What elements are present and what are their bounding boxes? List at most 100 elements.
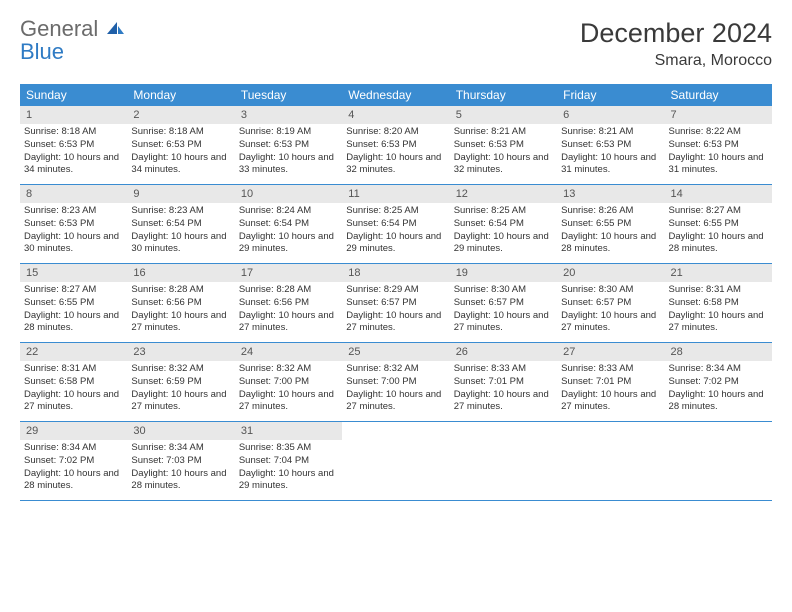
day-cell: 30Sunrise: 8:34 AMSunset: 7:03 PMDayligh… [127, 422, 234, 500]
day-cell: 17Sunrise: 8:28 AMSunset: 6:56 PMDayligh… [235, 264, 342, 342]
weekday-header-cell: Wednesday [342, 84, 449, 106]
day-cell [665, 422, 772, 500]
day-cell: 9Sunrise: 8:23 AMSunset: 6:54 PMDaylight… [127, 185, 234, 263]
day-details: Sunrise: 8:35 AMSunset: 7:04 PMDaylight:… [235, 440, 342, 497]
calendar-grid: SundayMondayTuesdayWednesdayThursdayFrid… [20, 84, 772, 501]
day-details: Sunrise: 8:28 AMSunset: 6:56 PMDaylight:… [127, 282, 234, 339]
day-cell: 31Sunrise: 8:35 AMSunset: 7:04 PMDayligh… [235, 422, 342, 500]
day-number: 8 [20, 185, 127, 203]
day-number: 12 [450, 185, 557, 203]
day-number: 26 [450, 343, 557, 361]
day-cell: 6Sunrise: 8:21 AMSunset: 6:53 PMDaylight… [557, 106, 664, 184]
weekday-header-row: SundayMondayTuesdayWednesdayThursdayFrid… [20, 84, 772, 106]
day-details: Sunrise: 8:33 AMSunset: 7:01 PMDaylight:… [450, 361, 557, 418]
weekday-header-cell: Tuesday [235, 84, 342, 106]
day-cell: 25Sunrise: 8:32 AMSunset: 7:00 PMDayligh… [342, 343, 449, 421]
day-number: 7 [665, 106, 772, 124]
day-details: Sunrise: 8:32 AMSunset: 7:00 PMDaylight:… [235, 361, 342, 418]
day-number: 25 [342, 343, 449, 361]
day-details: Sunrise: 8:34 AMSunset: 7:03 PMDaylight:… [127, 440, 234, 497]
day-details: Sunrise: 8:21 AMSunset: 6:53 PMDaylight:… [557, 124, 664, 181]
day-cell: 20Sunrise: 8:30 AMSunset: 6:57 PMDayligh… [557, 264, 664, 342]
day-number: 13 [557, 185, 664, 203]
day-cell: 21Sunrise: 8:31 AMSunset: 6:58 PMDayligh… [665, 264, 772, 342]
day-number: 16 [127, 264, 234, 282]
weekday-header-cell: Monday [127, 84, 234, 106]
calendar-page: General Blue December 2024 Smara, Morocc… [0, 0, 792, 501]
day-details: Sunrise: 8:33 AMSunset: 7:01 PMDaylight:… [557, 361, 664, 418]
day-cell: 28Sunrise: 8:34 AMSunset: 7:02 PMDayligh… [665, 343, 772, 421]
day-details: Sunrise: 8:27 AMSunset: 6:55 PMDaylight:… [20, 282, 127, 339]
brand-word-1: General [20, 16, 98, 41]
day-number: 5 [450, 106, 557, 124]
day-details: Sunrise: 8:32 AMSunset: 6:59 PMDaylight:… [127, 361, 234, 418]
day-number: 14 [665, 185, 772, 203]
title-block: December 2024 Smara, Morocco [580, 18, 772, 70]
day-cell: 24Sunrise: 8:32 AMSunset: 7:00 PMDayligh… [235, 343, 342, 421]
day-cell: 29Sunrise: 8:34 AMSunset: 7:02 PMDayligh… [20, 422, 127, 500]
day-cell: 15Sunrise: 8:27 AMSunset: 6:55 PMDayligh… [20, 264, 127, 342]
day-details: Sunrise: 8:23 AMSunset: 6:54 PMDaylight:… [127, 203, 234, 260]
day-cell: 11Sunrise: 8:25 AMSunset: 6:54 PMDayligh… [342, 185, 449, 263]
day-number: 22 [20, 343, 127, 361]
day-number: 15 [20, 264, 127, 282]
month-title: December 2024 [580, 18, 772, 49]
day-details: Sunrise: 8:26 AMSunset: 6:55 PMDaylight:… [557, 203, 664, 260]
day-cell [342, 422, 449, 500]
day-number: 20 [557, 264, 664, 282]
day-cell: 8Sunrise: 8:23 AMSunset: 6:53 PMDaylight… [20, 185, 127, 263]
day-details: Sunrise: 8:25 AMSunset: 6:54 PMDaylight:… [342, 203, 449, 260]
day-number: 17 [235, 264, 342, 282]
day-details: Sunrise: 8:30 AMSunset: 6:57 PMDaylight:… [557, 282, 664, 339]
day-number: 24 [235, 343, 342, 361]
weekday-header-cell: Saturday [665, 84, 772, 106]
day-cell: 16Sunrise: 8:28 AMSunset: 6:56 PMDayligh… [127, 264, 234, 342]
day-number: 11 [342, 185, 449, 203]
day-details: Sunrise: 8:32 AMSunset: 7:00 PMDaylight:… [342, 361, 449, 418]
day-details: Sunrise: 8:25 AMSunset: 6:54 PMDaylight:… [450, 203, 557, 260]
day-details: Sunrise: 8:23 AMSunset: 6:53 PMDaylight:… [20, 203, 127, 260]
day-details: Sunrise: 8:34 AMSunset: 7:02 PMDaylight:… [20, 440, 127, 497]
day-number: 1 [20, 106, 127, 124]
weekday-header-cell: Sunday [20, 84, 127, 106]
day-cell: 2Sunrise: 8:18 AMSunset: 6:53 PMDaylight… [127, 106, 234, 184]
day-number: 3 [235, 106, 342, 124]
day-details: Sunrise: 8:18 AMSunset: 6:53 PMDaylight:… [127, 124, 234, 181]
day-cell: 12Sunrise: 8:25 AMSunset: 6:54 PMDayligh… [450, 185, 557, 263]
day-number: 28 [665, 343, 772, 361]
day-cell: 26Sunrise: 8:33 AMSunset: 7:01 PMDayligh… [450, 343, 557, 421]
day-cell: 18Sunrise: 8:29 AMSunset: 6:57 PMDayligh… [342, 264, 449, 342]
day-number: 29 [20, 422, 127, 440]
day-details: Sunrise: 8:18 AMSunset: 6:53 PMDaylight:… [20, 124, 127, 181]
day-details: Sunrise: 8:29 AMSunset: 6:57 PMDaylight:… [342, 282, 449, 339]
day-cell: 1Sunrise: 8:18 AMSunset: 6:53 PMDaylight… [20, 106, 127, 184]
sail-icon [105, 20, 125, 41]
week-row: 1Sunrise: 8:18 AMSunset: 6:53 PMDaylight… [20, 106, 772, 185]
day-cell: 3Sunrise: 8:19 AMSunset: 6:53 PMDaylight… [235, 106, 342, 184]
day-number: 2 [127, 106, 234, 124]
day-details: Sunrise: 8:31 AMSunset: 6:58 PMDaylight:… [665, 282, 772, 339]
day-number: 30 [127, 422, 234, 440]
day-cell: 13Sunrise: 8:26 AMSunset: 6:55 PMDayligh… [557, 185, 664, 263]
day-cell: 19Sunrise: 8:30 AMSunset: 6:57 PMDayligh… [450, 264, 557, 342]
brand-word-2: Blue [20, 39, 64, 64]
weekday-header-cell: Friday [557, 84, 664, 106]
day-number: 23 [127, 343, 234, 361]
day-number: 27 [557, 343, 664, 361]
day-details: Sunrise: 8:27 AMSunset: 6:55 PMDaylight:… [665, 203, 772, 260]
day-details: Sunrise: 8:20 AMSunset: 6:53 PMDaylight:… [342, 124, 449, 181]
location: Smara, Morocco [580, 52, 772, 70]
day-cell: 14Sunrise: 8:27 AMSunset: 6:55 PMDayligh… [665, 185, 772, 263]
day-cell: 7Sunrise: 8:22 AMSunset: 6:53 PMDaylight… [665, 106, 772, 184]
header: General Blue December 2024 Smara, Morocc… [20, 18, 772, 70]
day-number: 18 [342, 264, 449, 282]
day-cell: 27Sunrise: 8:33 AMSunset: 7:01 PMDayligh… [557, 343, 664, 421]
day-details: Sunrise: 8:31 AMSunset: 6:58 PMDaylight:… [20, 361, 127, 418]
day-details: Sunrise: 8:30 AMSunset: 6:57 PMDaylight:… [450, 282, 557, 339]
day-details: Sunrise: 8:34 AMSunset: 7:02 PMDaylight:… [665, 361, 772, 418]
day-details: Sunrise: 8:22 AMSunset: 6:53 PMDaylight:… [665, 124, 772, 181]
day-details: Sunrise: 8:24 AMSunset: 6:54 PMDaylight:… [235, 203, 342, 260]
day-details: Sunrise: 8:21 AMSunset: 6:53 PMDaylight:… [450, 124, 557, 181]
day-cell: 4Sunrise: 8:20 AMSunset: 6:53 PMDaylight… [342, 106, 449, 184]
week-row: 29Sunrise: 8:34 AMSunset: 7:02 PMDayligh… [20, 422, 772, 501]
